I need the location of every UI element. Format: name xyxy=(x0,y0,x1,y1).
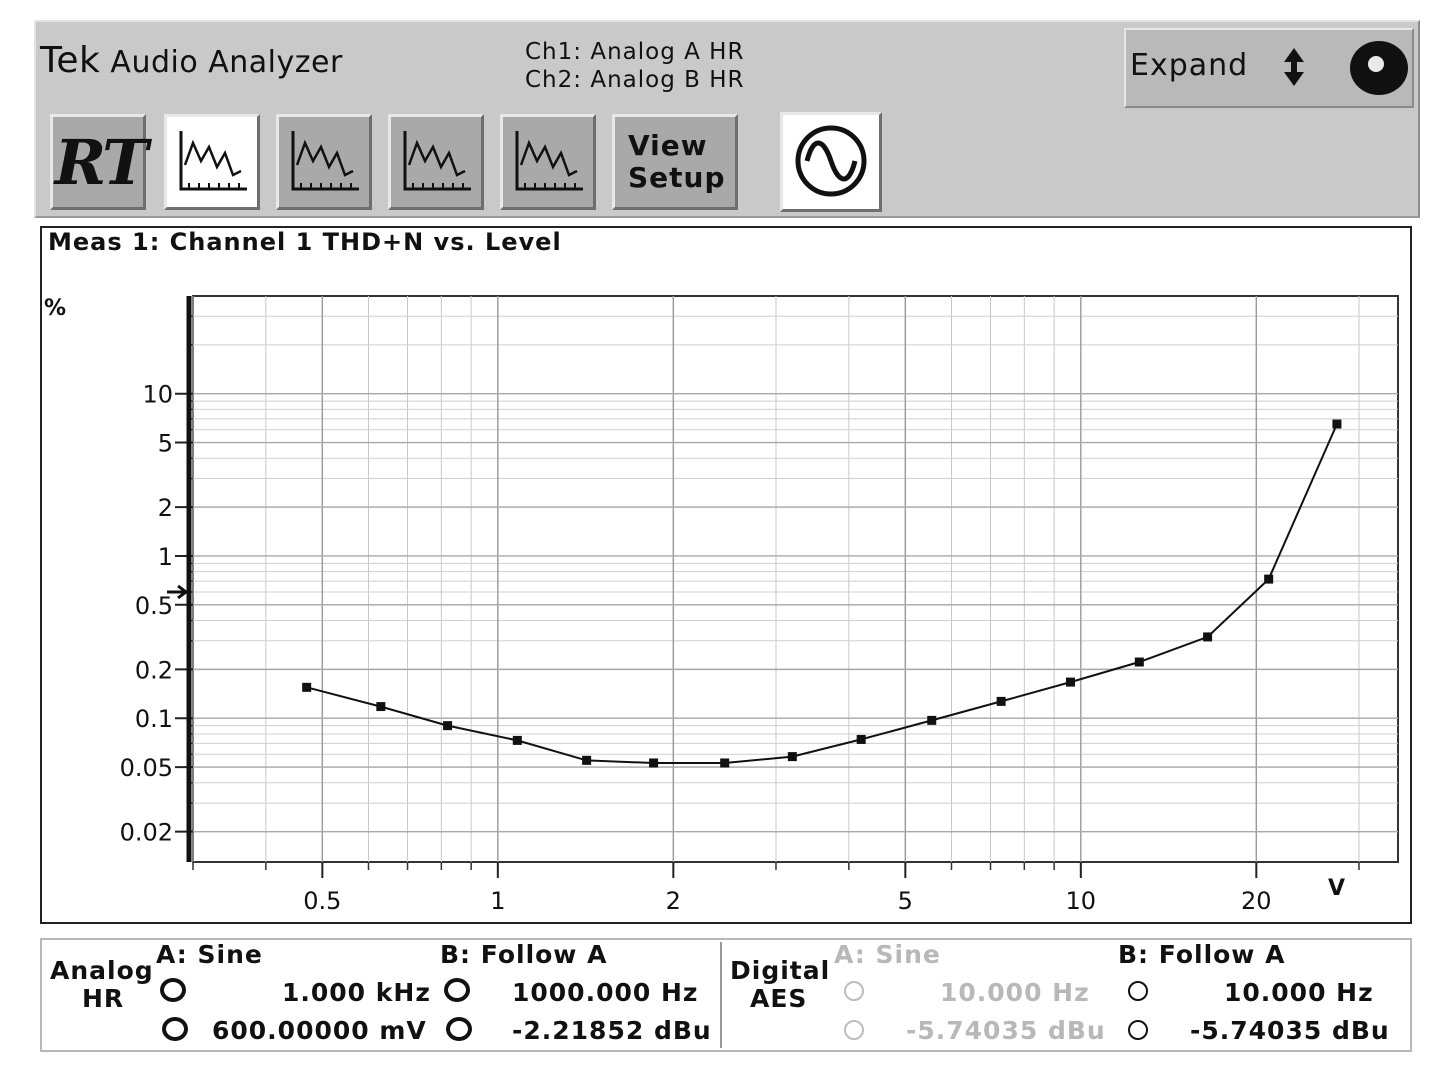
digital-b-title: B: Follow A xyxy=(1118,940,1286,969)
digital-b-frequency[interactable]: 10.000 Hz xyxy=(1224,978,1374,1007)
analog-label: Analog xyxy=(50,956,154,985)
gen-a-title: A: Sine xyxy=(156,940,263,969)
gen-a-level[interactable]: 600.00000 mV xyxy=(212,1016,427,1045)
graph-icon xyxy=(179,131,247,191)
x-tick-label: 10 xyxy=(1066,887,1097,915)
meas-4-graph-button[interactable] xyxy=(500,114,596,210)
gen-a-freq-radio[interactable] xyxy=(160,978,186,1002)
digital-a-title: A: Sine xyxy=(834,940,941,969)
y-tick-label: 5 xyxy=(158,430,173,458)
view-setup-line-2: Setup xyxy=(628,161,726,194)
meas-1-graph-button[interactable] xyxy=(164,114,260,210)
digital-label: Digital xyxy=(730,956,831,985)
y-tick-label: 0.02 xyxy=(120,819,173,847)
x-tick-label: 5 xyxy=(898,887,913,915)
x-tick-label: 20 xyxy=(1241,887,1272,915)
data-point[interactable] xyxy=(302,682,312,692)
digital-a-frequency[interactable]: 10.000 Hz xyxy=(940,978,1090,1007)
data-point[interactable] xyxy=(376,702,386,712)
y-tick-label: 0.2 xyxy=(135,656,173,684)
knob-indicator xyxy=(1368,56,1384,72)
app-name-label: Audio Analyzer xyxy=(110,45,343,80)
digital-b-freq-radio[interactable] xyxy=(1128,981,1148,1001)
y-axis-unit: % xyxy=(44,296,67,321)
y-tick-label: 2 xyxy=(158,494,173,522)
view-setup-label: View Setup xyxy=(628,130,726,194)
gen-b-frequency[interactable]: 1000.000 Hz xyxy=(512,978,699,1007)
reference-level-arrow-icon xyxy=(167,584,189,600)
y-tick-label: 10 xyxy=(142,381,173,409)
gen-b-level-radio[interactable] xyxy=(446,1017,472,1041)
x-tick-label: 2 xyxy=(666,887,681,915)
analog-hr-label: HR xyxy=(82,984,125,1013)
generator-panel xyxy=(40,938,1412,1052)
meas-3-graph-button[interactable] xyxy=(388,114,484,210)
data-point[interactable] xyxy=(443,721,453,731)
digital-b-level-radio[interactable] xyxy=(1128,1020,1148,1040)
digital-a-level-radio[interactable] xyxy=(844,1020,864,1040)
digital-b-level[interactable]: -5.74035 dBu xyxy=(1190,1016,1390,1045)
brand-label: Tek xyxy=(40,40,101,81)
channel-info: Ch1: Analog A HR Ch2: Analog B HR xyxy=(525,38,744,94)
expand-label: Expand xyxy=(1130,48,1249,83)
graph-icon xyxy=(515,131,583,191)
data-point[interactable] xyxy=(1065,677,1075,687)
sine-wave-icon xyxy=(795,125,867,197)
data-point[interactable] xyxy=(996,696,1006,706)
plot-title: Meas 1: Channel 1 THD+N vs. Level xyxy=(48,228,562,256)
view-setup-button[interactable] xyxy=(612,114,738,210)
data-point[interactable] xyxy=(787,752,797,762)
series-line xyxy=(306,423,1338,764)
gen-b-title: B: Follow A xyxy=(440,940,608,969)
gen-a-frequency[interactable]: 1.000 kHz xyxy=(282,978,431,1007)
graph-icon xyxy=(403,131,471,191)
x-axis-unit: V xyxy=(1328,876,1346,901)
data-point[interactable] xyxy=(927,715,937,725)
gen-a-level-radio[interactable] xyxy=(162,1017,188,1041)
data-point[interactable] xyxy=(582,755,592,765)
view-setup-line-1: View xyxy=(628,129,708,162)
y-tick-label: 0.05 xyxy=(120,754,173,782)
graph-icon xyxy=(291,131,359,191)
data-point[interactable] xyxy=(1203,632,1213,642)
meas-2-graph-button[interactable] xyxy=(276,114,372,210)
digital-aes-label: AES xyxy=(750,984,808,1013)
y-tick-label: 0.5 xyxy=(135,592,173,620)
data-point[interactable] xyxy=(720,758,730,768)
rt-button-label: RT xyxy=(54,126,149,199)
generator-button[interactable] xyxy=(780,112,882,212)
digital-a-level[interactable]: -5.74035 dBu xyxy=(906,1016,1106,1045)
data-point[interactable] xyxy=(856,734,866,744)
channel-2-label: Ch2: Analog B HR xyxy=(525,67,745,93)
data-point[interactable] xyxy=(1134,657,1144,667)
app-title: Tek Audio Analyzer xyxy=(40,40,343,81)
panel-divider xyxy=(720,942,722,1048)
up-down-arrow-icon[interactable] xyxy=(1280,46,1308,88)
digital-a-freq-radio[interactable] xyxy=(844,981,864,1001)
data-point[interactable] xyxy=(512,735,522,745)
x-tick-label: 0.5 xyxy=(303,887,341,915)
rt-button[interactable] xyxy=(50,114,146,210)
data-point[interactable] xyxy=(1264,574,1274,584)
y-tick-label: 0.1 xyxy=(135,705,173,733)
y-tick-label: 1 xyxy=(158,543,173,571)
channel-1-label: Ch1: Analog A HR xyxy=(525,39,745,65)
data-point[interactable] xyxy=(649,758,659,768)
x-tick-label: 1 xyxy=(490,887,505,915)
gen-b-level[interactable]: -2.21852 dBu xyxy=(512,1016,712,1045)
gen-b-freq-radio[interactable] xyxy=(444,978,470,1002)
data-point[interactable] xyxy=(1332,419,1342,429)
plot-area xyxy=(192,295,1399,863)
